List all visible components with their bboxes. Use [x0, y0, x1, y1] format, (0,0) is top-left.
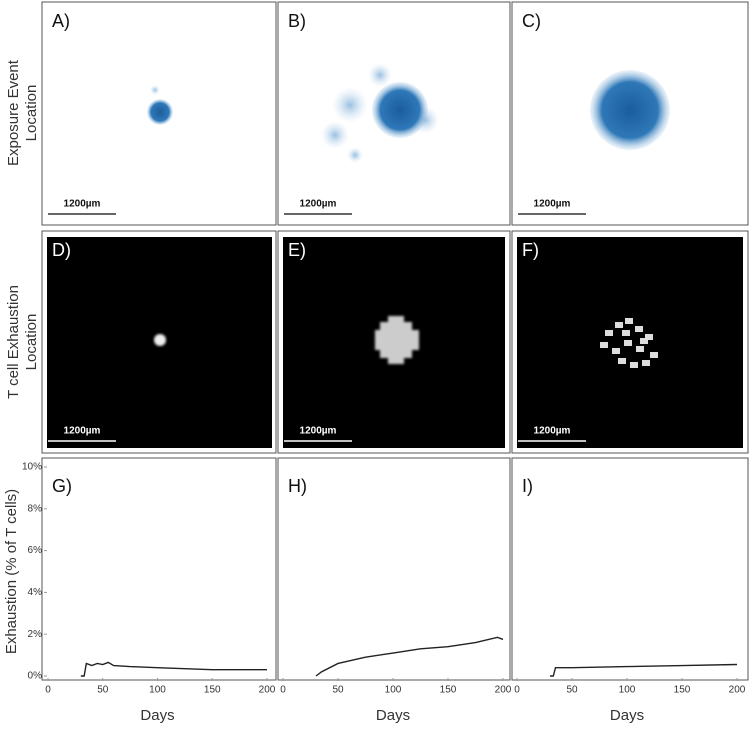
row-label: Location	[23, 85, 40, 142]
y-tick-label: 6%	[28, 545, 43, 556]
y-tick-label: 2%	[28, 629, 43, 640]
x-axis-label: Days	[376, 707, 410, 724]
x-tick-label: 0	[45, 685, 51, 696]
x-tick-label: 200	[729, 685, 746, 696]
x-tick-label: 150	[440, 685, 457, 696]
y-tick-label: 0%	[28, 671, 43, 682]
panel-label: G)	[52, 476, 72, 496]
y-tick-label: 8%	[28, 503, 43, 514]
x-tick-label: 100	[149, 685, 166, 696]
image-decor	[41, 1, 749, 681]
panel-label: E)	[288, 240, 306, 260]
x-tick-label: 0	[514, 685, 520, 696]
scale-bar-label: 1200µm	[534, 426, 571, 437]
panel-label: B)	[288, 11, 306, 31]
row-label: T cell Exhaustion	[5, 285, 22, 399]
scale-bar-label: 1200µm	[300, 199, 337, 210]
scale-bar-label: 1200µm	[64, 199, 101, 210]
x-tick-label: 150	[204, 685, 221, 696]
x-tick-label: 100	[385, 685, 402, 696]
panel-label: A)	[52, 11, 70, 31]
row-label: Location	[23, 314, 40, 371]
panel-label: I)	[522, 476, 533, 496]
panel-label: C)	[522, 11, 541, 31]
x-tick-label: 0	[280, 685, 286, 696]
scale-bar-label: 1200µm	[64, 426, 101, 437]
x-tick-label: 200	[495, 685, 512, 696]
y-tick-label: 10%	[22, 462, 42, 473]
data-line	[80, 661, 267, 677]
x-tick-label: 50	[332, 685, 344, 696]
x-tick-label: 50	[97, 685, 109, 696]
x-axis-label: Days	[140, 707, 174, 724]
x-tick-label: 100	[619, 685, 636, 696]
row-label: Exposure Event	[5, 59, 22, 166]
y-tick-label: 4%	[28, 587, 43, 598]
panel-label: D)	[52, 240, 71, 260]
x-axis-label: Days	[610, 707, 644, 724]
data-line	[315, 636, 504, 677]
x-tick-label: 200	[259, 685, 276, 696]
x-tick-label: 50	[566, 685, 578, 696]
data-line	[550, 663, 738, 677]
scale-bar-label: 1200µm	[300, 426, 337, 437]
scale-bar-label: 1200µm	[534, 199, 571, 210]
y-axis-label: Exhaustion (% of T cells)	[3, 489, 20, 654]
panel-label: F)	[522, 240, 539, 260]
panel-label: H)	[288, 476, 307, 496]
x-tick-label: 150	[674, 685, 691, 696]
